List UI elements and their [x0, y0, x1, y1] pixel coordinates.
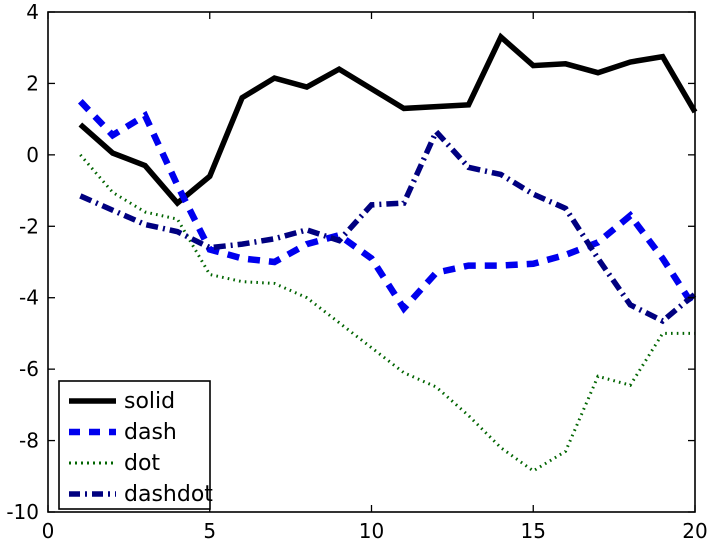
y-tick-label: 0	[26, 143, 39, 167]
plot-series-group	[77, 32, 698, 473]
axes-frame	[47, 11, 696, 513]
x-tick-labels: 0 5 10 15 20	[42, 519, 708, 543]
x-tick-label: 0	[42, 519, 55, 543]
y-tick-label: 2	[26, 71, 39, 95]
y-tick-label: -6	[19, 357, 39, 381]
x-tick-label: 5	[203, 519, 216, 543]
y-tick-label: 4	[26, 0, 39, 24]
y-tick-label: -4	[19, 286, 39, 310]
y-tick-label: -8	[19, 429, 39, 453]
x-tick-label: 20	[682, 519, 707, 543]
legend-label-dashdot: dashdot	[124, 482, 213, 507]
y-tick-label: -2	[19, 214, 39, 238]
series-line-dash	[77, 99, 698, 314]
y-tick-labels: 4 2 0 -2 -4 -6 -8 -10	[6, 0, 39, 524]
x-tick-label: 10	[359, 519, 384, 543]
legend-label-dot: dot	[124, 451, 160, 476]
y-tick-label: -10	[6, 500, 39, 524]
legend-label-dash: dash	[124, 420, 177, 445]
legend-label-solid: solid	[124, 389, 175, 414]
series-line-dashdot	[79, 126, 697, 325]
x-tick-label: 15	[521, 519, 546, 543]
